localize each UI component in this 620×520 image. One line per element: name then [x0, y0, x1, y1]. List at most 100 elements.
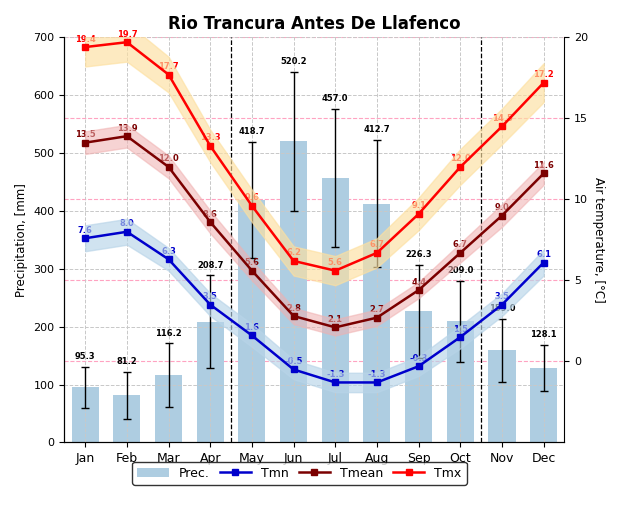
Text: 4.4: 4.4: [411, 278, 426, 287]
Bar: [489, 350, 515, 443]
Text: 5.6: 5.6: [244, 258, 259, 267]
Tmx: [415, 211, 422, 217]
Tmean: [332, 324, 339, 331]
Text: -0.5: -0.5: [285, 357, 303, 366]
Text: 159.0: 159.0: [489, 304, 515, 313]
Tmx: [498, 123, 506, 129]
Bar: [197, 322, 224, 443]
Line: Tmean: Tmean: [82, 133, 547, 331]
Text: -1.3: -1.3: [368, 370, 386, 379]
Tmean: [290, 313, 298, 319]
Bar: [72, 387, 99, 443]
Tmn: [248, 332, 255, 339]
Tmx: [248, 203, 255, 209]
Tmean: [165, 164, 172, 170]
Text: 2.1: 2.1: [328, 315, 343, 324]
Text: 19.4: 19.4: [75, 35, 95, 44]
Text: 6.2: 6.2: [286, 249, 301, 257]
Tmn: [81, 235, 89, 241]
Text: 9.1: 9.1: [411, 201, 426, 211]
Text: 128.1: 128.1: [530, 330, 557, 340]
Text: 457.0: 457.0: [322, 94, 348, 103]
Text: -0.3: -0.3: [409, 354, 428, 363]
Text: 208.7: 208.7: [197, 261, 223, 269]
Text: 6.3: 6.3: [161, 247, 176, 256]
Text: -1.3: -1.3: [326, 370, 345, 379]
Tmean: [206, 219, 214, 225]
Tmean: [373, 315, 381, 321]
Text: 13.3: 13.3: [200, 134, 221, 142]
Tmn: [456, 334, 464, 340]
Tmean: [498, 213, 506, 219]
Tmn: [373, 379, 381, 385]
Bar: [405, 311, 432, 443]
Text: 12.0: 12.0: [158, 154, 179, 163]
Tmn: [498, 302, 506, 308]
Tmx: [456, 164, 464, 170]
Text: 1.5: 1.5: [453, 324, 468, 334]
Title: Rio Trancura Antes De Llafenco: Rio Trancura Antes De Llafenco: [168, 15, 461, 33]
Legend: Prec., Tmn, Tmean, Tmx: Prec., Tmn, Tmean, Tmx: [133, 462, 466, 485]
Text: 19.7: 19.7: [117, 30, 137, 38]
Text: 226.3: 226.3: [405, 250, 432, 259]
Text: 13.5: 13.5: [75, 130, 95, 139]
Bar: [363, 204, 391, 443]
Text: 95.3: 95.3: [75, 352, 95, 361]
Text: 17.7: 17.7: [158, 62, 179, 71]
Bar: [113, 395, 141, 443]
Text: 14.5: 14.5: [492, 114, 512, 123]
Tmean: [540, 171, 547, 177]
Text: 13.9: 13.9: [117, 124, 137, 133]
Text: 209.0: 209.0: [447, 266, 474, 275]
Tmn: [206, 302, 214, 308]
Tmn: [415, 363, 422, 369]
Tmean: [123, 133, 131, 139]
Bar: [322, 178, 349, 443]
Tmean: [415, 287, 422, 293]
Text: 11.6: 11.6: [533, 161, 554, 170]
Text: 6.7: 6.7: [370, 240, 384, 250]
Tmx: [290, 258, 298, 264]
Tmx: [81, 44, 89, 50]
Bar: [155, 375, 182, 443]
Tmn: [165, 256, 172, 263]
Text: 2.7: 2.7: [370, 305, 384, 314]
Tmn: [332, 379, 339, 385]
Bar: [280, 141, 307, 443]
Tmn: [290, 367, 298, 373]
Tmn: [540, 259, 547, 266]
Y-axis label: Precipitation, [mm]: Precipitation, [mm]: [15, 183, 28, 297]
Bar: [239, 200, 265, 443]
Text: 3.5: 3.5: [495, 292, 510, 301]
Bar: [447, 321, 474, 443]
Text: 116.2: 116.2: [155, 329, 182, 337]
Text: 9.0: 9.0: [495, 203, 510, 212]
Text: 520.2: 520.2: [280, 57, 307, 66]
Text: 2.8: 2.8: [286, 304, 301, 313]
Tmx: [540, 80, 547, 86]
Text: 412.7: 412.7: [364, 125, 390, 134]
Text: 418.7: 418.7: [239, 127, 265, 136]
Text: 17.2: 17.2: [533, 70, 554, 79]
Line: Tmx: Tmx: [82, 39, 547, 274]
Tmean: [81, 139, 89, 146]
Tmx: [165, 71, 172, 77]
Text: 81.2: 81.2: [117, 357, 137, 367]
Text: 7.6: 7.6: [78, 226, 92, 235]
Text: 8.6: 8.6: [203, 210, 218, 218]
Text: 12.0: 12.0: [450, 154, 471, 163]
Y-axis label: Air temperature, [°C]: Air temperature, [°C]: [592, 177, 605, 303]
Tmx: [332, 267, 339, 274]
Bar: [530, 368, 557, 443]
Tmx: [373, 250, 381, 256]
Text: 5.6: 5.6: [328, 258, 343, 267]
Text: 3.5: 3.5: [203, 292, 218, 301]
Tmx: [123, 39, 131, 45]
Tmean: [248, 267, 255, 274]
Text: 6.1: 6.1: [536, 250, 551, 259]
Text: 9.6: 9.6: [244, 193, 259, 202]
Text: 6.7: 6.7: [453, 240, 467, 250]
Tmn: [123, 229, 131, 235]
Line: Tmn: Tmn: [82, 229, 547, 385]
Text: 8.0: 8.0: [120, 219, 135, 228]
